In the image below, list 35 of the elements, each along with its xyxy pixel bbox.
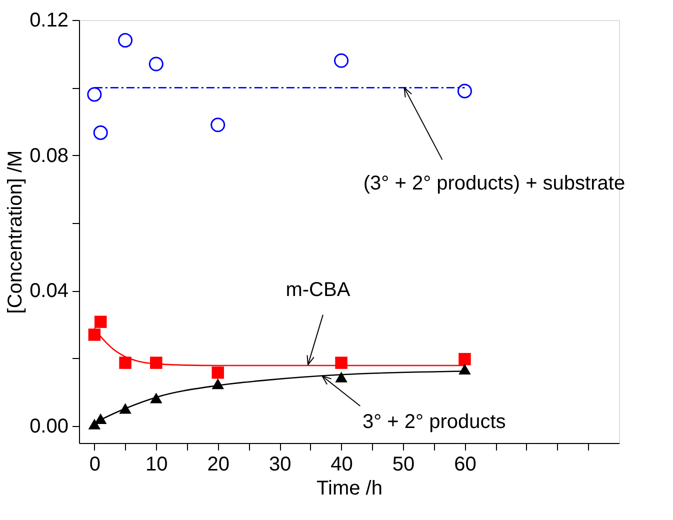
point [458,364,471,375]
point [94,316,107,328]
x-tick-label: 20 [207,454,230,476]
point [335,372,348,382]
point [93,125,108,140]
annotation: m-CBA [286,278,351,301]
point [119,403,132,414]
annotation: (3° + 2° products) + substrate [363,172,626,195]
point [119,356,132,369]
x-tick-label: 10 [146,454,168,476]
point [150,392,162,404]
x-tick-label: 40 [330,454,353,476]
annotation: 3° + 2° products [362,410,506,433]
y-tick-label: 0.00 [30,416,68,438]
point [118,33,133,48]
point [457,84,472,98]
y-tick-label: 0.04 [30,280,68,302]
x-axis-title: Time /h [316,478,382,500]
point [88,328,101,341]
y-axis-title: [Concentration] /M [4,150,27,314]
point [88,418,101,430]
point [212,366,224,379]
point [150,356,162,369]
point [334,53,349,68]
point [335,356,348,369]
y-tick-label: 0.08 [30,144,68,167]
point [87,87,102,102]
point [148,56,164,72]
point [458,352,471,366]
x-tick-label: 30 [268,454,292,476]
x-tick-label: 0 [89,454,100,476]
x-tick-label: 60 [454,454,476,476]
point [210,118,226,132]
y-tick-label: 0.12 [30,10,68,32]
x-tick-label: 50 [392,454,415,476]
